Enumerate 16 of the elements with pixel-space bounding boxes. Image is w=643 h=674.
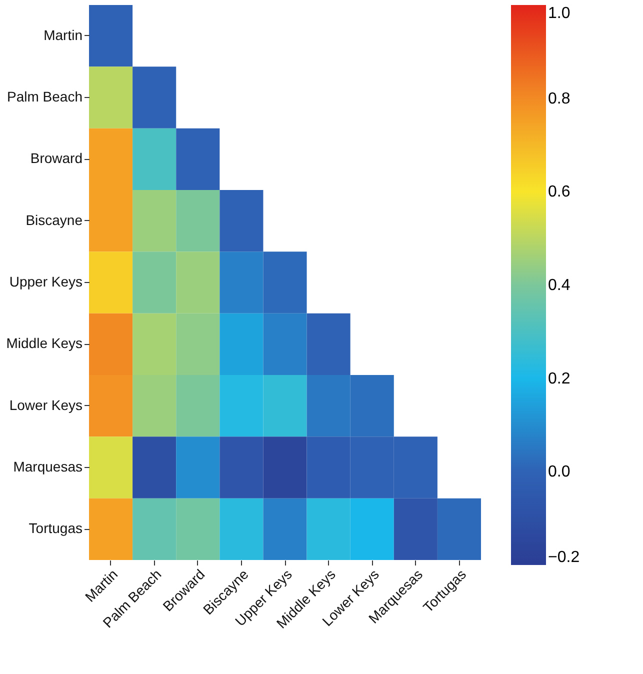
y-tick-label: Marquesas xyxy=(13,458,82,474)
y-tick-label: Biscayne xyxy=(26,212,83,228)
color-bar-label: 1.0 xyxy=(548,5,570,22)
y-tick-label: Lower Keys xyxy=(9,396,82,413)
y-tick-label: Upper Keys xyxy=(9,274,82,290)
y-tick-label: Tortugas xyxy=(28,520,82,536)
color-bar-label: 0.6 xyxy=(548,184,570,201)
color-bar-label: 0.4 xyxy=(548,277,570,294)
y-tick-label: Broward xyxy=(30,150,82,166)
color-bar-label: 0.8 xyxy=(548,90,570,108)
y-tick-label: Middle Keys xyxy=(6,335,82,352)
y-tick-label: Martin xyxy=(44,26,82,43)
color-bar-label: −0.2 xyxy=(548,549,580,566)
color-bar-label: 0.2 xyxy=(548,370,570,388)
y-tick-label: Palm Beach xyxy=(7,88,82,104)
color-bar-label: 0.0 xyxy=(548,464,570,481)
